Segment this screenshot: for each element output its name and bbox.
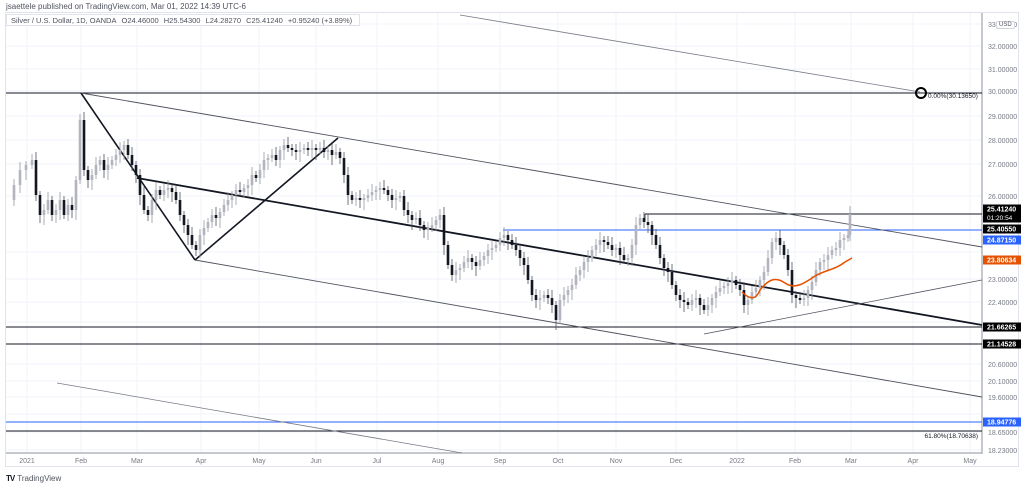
time-tick: Dec xyxy=(670,458,683,465)
time-tick: Apr xyxy=(908,458,920,465)
price-tick: 32.00000 xyxy=(988,44,1017,51)
svg-text:61.80%(18.70638): 61.80%(18.70638) xyxy=(925,433,979,440)
open-value: O24.46000 xyxy=(121,16,159,25)
time-tick: 2021 xyxy=(19,458,35,465)
time-tick: Oct xyxy=(553,458,564,465)
high-value: H25.54300 xyxy=(163,16,201,25)
moving-average-label xyxy=(983,255,1021,265)
low-value: L24.28270 xyxy=(205,16,242,25)
price-tick: 27.00000 xyxy=(988,162,1017,169)
svg-text:21.66265: 21.66265 xyxy=(987,325,1016,332)
blue-support-label xyxy=(983,417,1021,427)
price-tick: 31.00000 xyxy=(988,67,1017,74)
time-tick: Aug xyxy=(432,458,445,465)
fib-anchor-handle[interactable] xyxy=(915,87,927,99)
support-2-label xyxy=(983,339,1021,349)
time-tick: Feb xyxy=(789,458,801,465)
price-tick: 29.00000 xyxy=(988,114,1017,121)
price-tick: 19.60000 xyxy=(988,395,1017,402)
time-tick: Jul xyxy=(373,458,382,465)
moving-average-line xyxy=(741,257,853,299)
svg-text:25.41240: 25.41240 xyxy=(987,207,1016,214)
symbol-name: Silver / U.S. Dollar, 1D, OANDA xyxy=(11,16,117,25)
svg-text:18.94776: 18.94776 xyxy=(987,420,1016,427)
svg-text:21.14528: 21.14528 xyxy=(987,342,1016,349)
time-tick: Jun xyxy=(310,458,321,465)
candlesticks xyxy=(12,112,852,330)
price-tick: 30.00000 xyxy=(988,89,1017,96)
close-value: C25.41240 xyxy=(246,16,283,25)
time-tick: Mar xyxy=(131,458,144,465)
price-tick: 28.00000 xyxy=(988,138,1017,145)
svg-text:23.80634: 23.80634 xyxy=(987,258,1016,265)
svg-text:01:20:54: 01:20:54 xyxy=(987,215,1013,222)
prev-close-label xyxy=(983,224,1021,234)
price-tick: 23.00000 xyxy=(988,277,1017,284)
price-tick: 20.10000 xyxy=(988,379,1017,386)
time-tick: Sep xyxy=(494,458,507,465)
svg-text:25.40550: 25.40550 xyxy=(987,227,1016,234)
blue-level-label xyxy=(983,235,1021,245)
time-tick: May xyxy=(252,458,266,465)
svg-text:24.87150: 24.87150 xyxy=(987,238,1016,245)
publisher-line: jsaettele published on TradingView.com, … xyxy=(6,2,246,11)
footer: TV TradingView xyxy=(6,474,61,483)
currency-badge[interactable]: USD xyxy=(996,21,1015,29)
change-value: +0.95240 (+3.89%) xyxy=(287,16,353,25)
price-tick: 22.40000 xyxy=(988,300,1017,307)
time-tick: Nov xyxy=(610,458,623,465)
price-tick: 26.00000 xyxy=(988,194,1017,201)
price-tick: 20.60000 xyxy=(988,362,1017,369)
time-tick: May xyxy=(963,458,977,465)
price-tick: 18.23000 xyxy=(988,448,1017,455)
time-tick: 2022 xyxy=(729,458,745,465)
tradingview-logo-icon: TV xyxy=(6,474,15,483)
support-1-label xyxy=(983,322,1021,332)
last-price-label xyxy=(983,204,1021,223)
symbol-legend: Silver / U.S. Dollar, 1D, OANDA O24.4600… xyxy=(6,14,361,26)
time-tick: Apr xyxy=(196,458,208,465)
brand-name: TradingView xyxy=(17,474,62,483)
price-tick: 18.65000 xyxy=(988,430,1017,437)
svg-text:0.00%(30.13650): 0.00%(30.13650) xyxy=(928,93,978,100)
time-tick: Mar xyxy=(845,458,858,465)
time-tick: Feb xyxy=(75,458,87,465)
